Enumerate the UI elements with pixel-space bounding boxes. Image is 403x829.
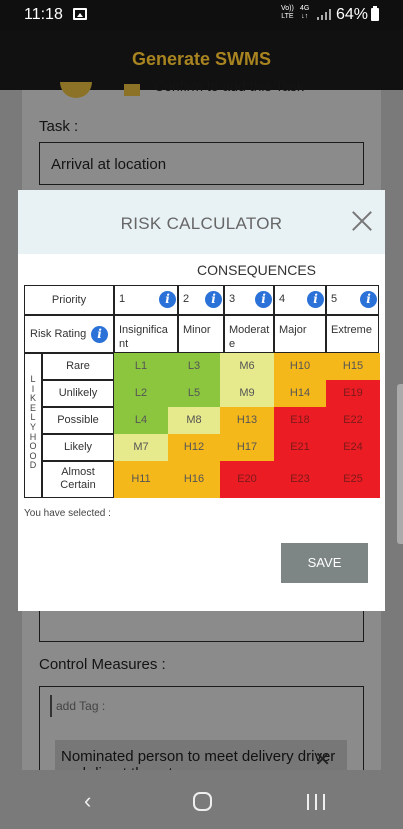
risk-cell[interactable]: H13: [220, 407, 274, 434]
recents-icon[interactable]: [307, 794, 325, 810]
scrollbar[interactable]: [397, 384, 403, 544]
task-label: Task :: [39, 118, 79, 135]
risk-cell[interactable]: H14: [274, 380, 326, 407]
risk-cell[interactable]: H15: [326, 353, 380, 380]
info-icon[interactable]: i: [255, 291, 272, 308]
risk-cell[interactable]: H17: [220, 434, 274, 461]
signal-icon: [317, 9, 331, 20]
clock: 11:18: [24, 6, 63, 23]
control-measures-label: Control Measures :: [39, 656, 166, 673]
risk-cell[interactable]: L1: [114, 353, 168, 380]
consequence-label-1: Insignifica nt: [114, 315, 178, 353]
consequence-label-3: Moderat e: [224, 315, 274, 353]
consequence-label-2: Minor: [178, 315, 224, 353]
risk-cell[interactable]: L5: [168, 380, 220, 407]
risk-cell[interactable]: H11: [114, 461, 168, 498]
volte-icon: Vo)) LTE: [281, 5, 294, 20]
risk-cell[interactable]: E25: [326, 461, 380, 498]
risk-cell[interactable]: E18: [274, 407, 326, 434]
network-icon: 4G ↓↑: [300, 5, 310, 20]
info-icon[interactable]: i: [159, 291, 176, 308]
risk-cell[interactable]: M7: [114, 434, 168, 461]
risk-cell[interactable]: M6: [220, 353, 274, 380]
risk-rating-header: Risk Rating i: [24, 315, 114, 353]
risk-cell[interactable]: E23: [274, 461, 326, 498]
likelihood-axis: [24, 353, 42, 498]
back-icon[interactable]: ‹: [84, 788, 92, 813]
consequences-label: CONSEQUENCES: [197, 262, 317, 278]
save-button[interactable]: SAVE: [281, 543, 368, 583]
selected-text: You have selected :: [24, 508, 111, 519]
risk-cell[interactable]: E22: [326, 407, 380, 434]
home-icon[interactable]: [193, 792, 212, 811]
priority-header: Priority: [24, 285, 114, 315]
nav-bar: ‹: [0, 770, 403, 829]
close-icon[interactable]: [351, 210, 373, 232]
risk-cell[interactable]: E21: [274, 434, 326, 461]
likelihood-row-3: Possible: [42, 407, 114, 434]
likelihood-row-4: Likely: [42, 434, 114, 461]
risk-cell[interactable]: L3: [168, 353, 220, 380]
likelihood-row-2: Unlikely: [42, 380, 114, 407]
risk-cell[interactable]: E24: [326, 434, 380, 461]
close-icon[interactable]: ✕: [314, 749, 331, 771]
risk-cell[interactable]: L2: [114, 380, 168, 407]
risk-cell[interactable]: E20: [220, 461, 274, 498]
risk-cell[interactable]: M8: [168, 407, 220, 434]
risk-cell[interactable]: H10: [274, 353, 326, 380]
task-field[interactable]: Arrival at location: [39, 142, 364, 185]
risk-cell[interactable]: H12: [168, 434, 220, 461]
consequence-label-5: Extreme: [326, 315, 379, 353]
info-icon[interactable]: i: [307, 291, 324, 308]
info-icon[interactable]: i: [205, 291, 222, 308]
confirm-shape: [60, 82, 92, 98]
battery-percent: 64%: [336, 6, 369, 23]
status-bar: 11:18 Vo)) LTE 4G ↓↑ 64%: [0, 0, 403, 30]
modal-title: RISK CALCULATOR: [120, 214, 283, 233]
risk-cell[interactable]: E19: [326, 380, 380, 407]
risk-cell[interactable]: L4: [114, 407, 168, 434]
hazard-field[interactable]: [39, 590, 364, 642]
risk-calculator-modal: RISK CALCULATOR CONSEQUENCES Priority Ri…: [18, 190, 385, 611]
info-icon[interactable]: i: [91, 326, 108, 343]
battery-icon: [371, 6, 379, 21]
risk-cell[interactable]: H16: [168, 461, 220, 498]
risk-cell[interactable]: M9: [220, 380, 274, 407]
likelihood-row-5: Almost Certain: [42, 461, 114, 498]
confirm-text: Confirm to add this Task: [154, 78, 304, 94]
tag-input: add Tag :: [56, 699, 106, 713]
info-icon[interactable]: i: [360, 291, 377, 308]
app-bar-title: Generate SWMS: [0, 30, 403, 90]
image-icon: [73, 8, 87, 20]
confirm-checkbox[interactable]: [124, 84, 140, 96]
likelihood-row-1: Rare: [42, 353, 114, 380]
consequence-label-4: Major: [274, 315, 326, 353]
